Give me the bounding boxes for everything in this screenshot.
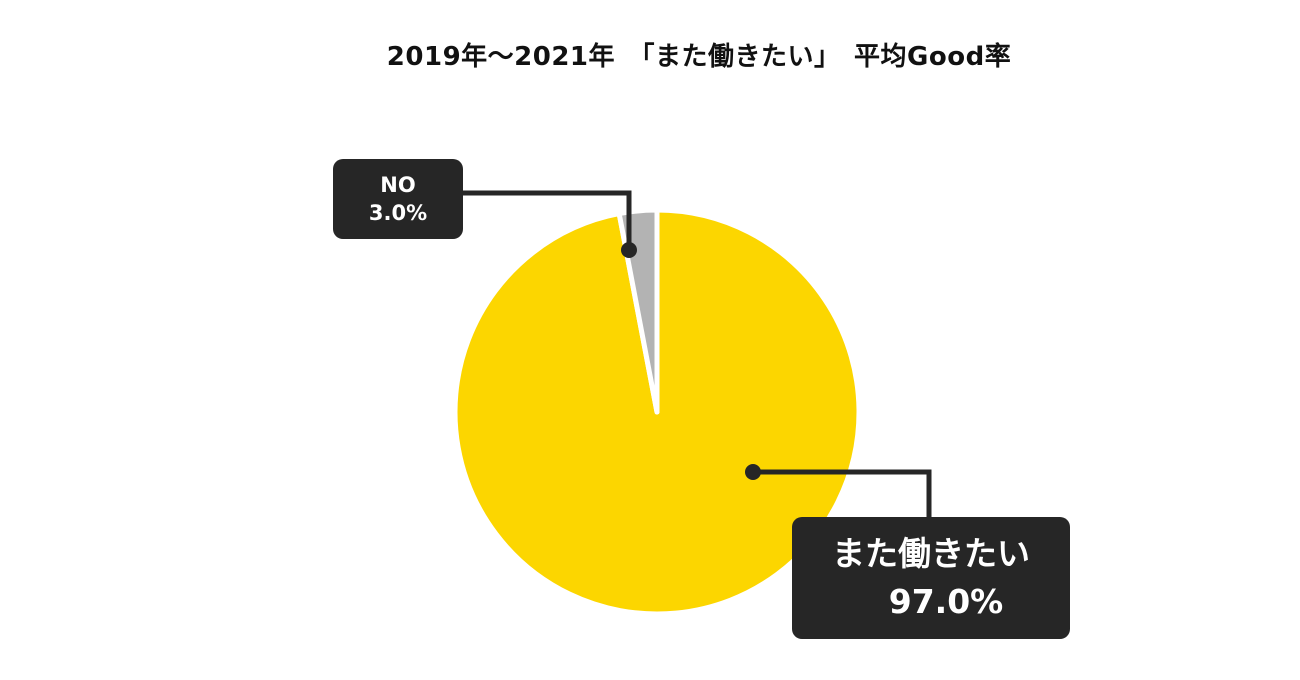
callout-no: NO 3.0%	[333, 159, 463, 239]
leader-yes-line	[753, 469, 932, 519]
callout-no-value: 3.0%	[368, 201, 428, 225]
callout-no-label: NO	[380, 173, 416, 197]
callout-yes-label: また働きたい	[832, 534, 1030, 573]
leader-no-dot	[621, 242, 637, 258]
callout-yes-value: 97.0%	[888, 582, 1004, 621]
chart-title: 2019年～2021年 「また働きたい」 平均Good率	[386, 42, 1012, 72]
callout-yes: また働きたい 97.0%	[792, 517, 1070, 639]
leader-yes-dot	[745, 464, 761, 480]
leader-no-line	[463, 190, 632, 248]
pie-slice-no	[616, 207, 660, 415]
